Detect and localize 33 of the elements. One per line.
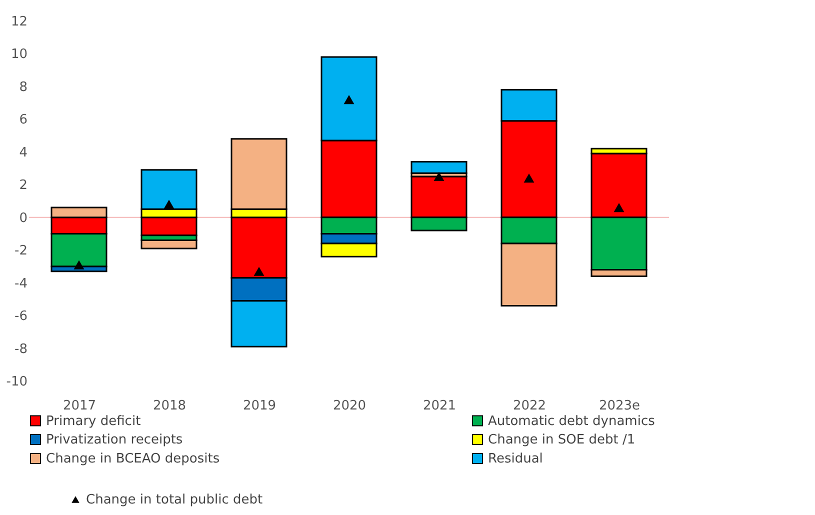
x-tick-label: 2023e <box>598 398 640 414</box>
x-tick-label: 2017 <box>62 398 96 414</box>
point <box>524 174 534 183</box>
x-tick-label: 2019 <box>242 398 276 414</box>
point <box>74 260 84 270</box>
y-tick-label: 0 <box>19 210 28 226</box>
point <box>614 203 624 212</box>
y-tick-label: 12 <box>10 14 28 30</box>
legend-label: Automatic debt dynamics <box>488 414 656 429</box>
x-tick-label: 2020 <box>332 398 366 414</box>
point <box>254 266 264 276</box>
legend-label: Change in SOE debt /1 <box>488 432 636 448</box>
y-tick-label: 8 <box>19 80 28 95</box>
y-tick-label: -10 <box>6 374 28 390</box>
legend-label: Change in BCEAO deposits <box>46 452 220 466</box>
y-tick-label: 10 <box>10 47 28 62</box>
legend-label: Privatization receipts <box>46 432 183 448</box>
y-tick-label: 6 <box>19 112 28 128</box>
point <box>344 95 354 104</box>
y-tick-label: 4 <box>19 145 28 160</box>
y-tick-label: -8 <box>14 342 28 357</box>
x-tick-label: 2022 <box>512 398 546 414</box>
y-tick-label: -4 <box>14 276 28 292</box>
legend-label: Change in total public debt <box>86 492 263 508</box>
x-tick-label: 2018 <box>152 398 186 414</box>
point <box>434 172 444 181</box>
y-tick-label: -6 <box>14 309 28 324</box>
x-tick-label: 2021 <box>422 398 456 414</box>
legend-label: Primary deficit <box>46 414 141 429</box>
legend-label: Residual <box>488 452 543 466</box>
y-tick-label: 2 <box>19 178 28 194</box>
y-tick-label: -2 <box>14 244 28 259</box>
point <box>164 200 174 209</box>
